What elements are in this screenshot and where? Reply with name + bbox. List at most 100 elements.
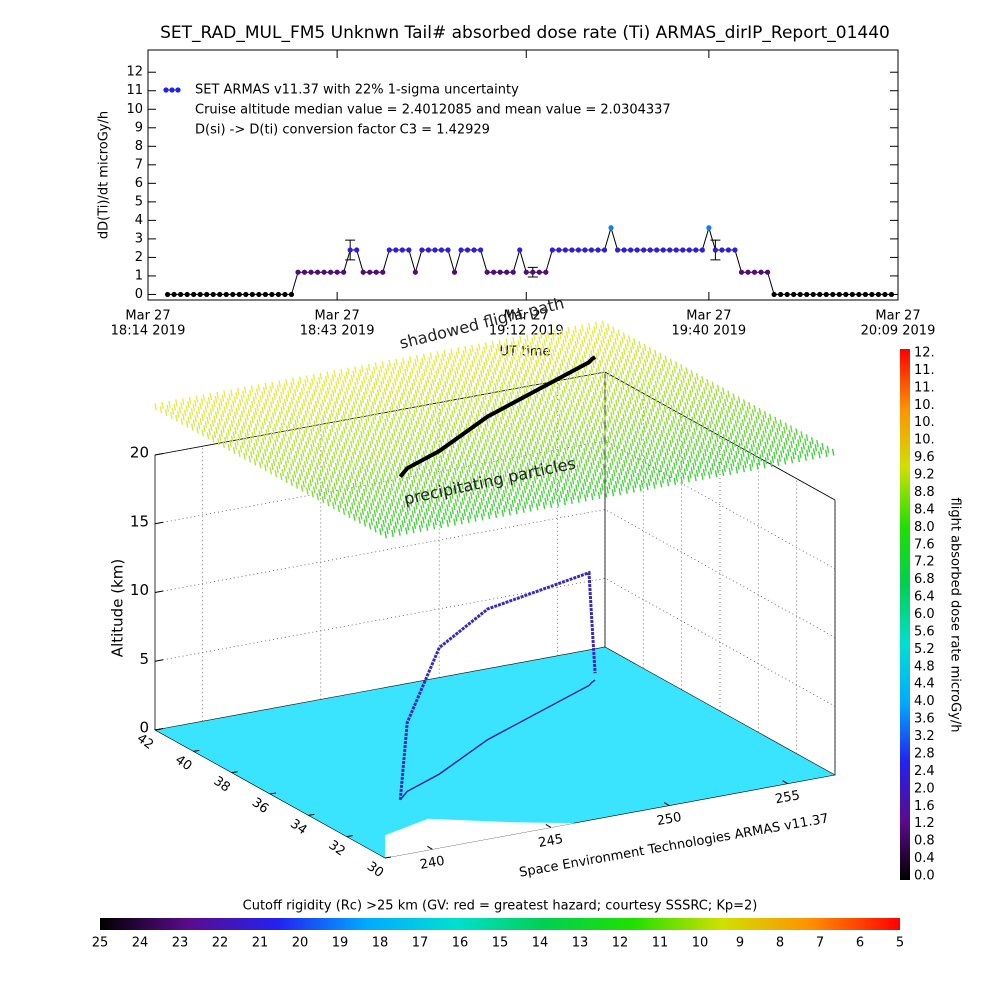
data-point bbox=[504, 269, 510, 275]
colorbar-tick-label: 3.2 bbox=[914, 729, 935, 744]
data-point bbox=[484, 269, 490, 275]
data-point bbox=[354, 247, 360, 253]
z-tick-label: 15 bbox=[130, 512, 149, 530]
data-point bbox=[595, 247, 601, 253]
y-tick bbox=[384, 856, 392, 859]
data-point bbox=[823, 291, 829, 298]
box-edge bbox=[604, 371, 836, 501]
data-point bbox=[282, 291, 288, 298]
colorbar-tick-label: 11. bbox=[914, 363, 935, 378]
data-point bbox=[764, 269, 771, 275]
x-tick-label: Mar 27 bbox=[315, 309, 360, 324]
colorbar-tick-label: 11 bbox=[652, 936, 669, 951]
legend-note: D(si) -> D(ti) conversion factor C3 = 1.… bbox=[195, 123, 490, 138]
grid-line bbox=[154, 577, 836, 707]
colorbar-tick-label: 2.0 bbox=[914, 781, 935, 796]
data-point bbox=[478, 247, 484, 253]
colorbar-tick-label: 17 bbox=[412, 936, 429, 951]
data-point bbox=[882, 291, 888, 298]
data-point bbox=[230, 291, 236, 298]
colorbar-tick-label: 9.6 bbox=[914, 450, 935, 465]
data-point bbox=[810, 291, 816, 298]
y-tick-label: 38 bbox=[211, 774, 233, 796]
colorbar-tick-label: 9 bbox=[736, 936, 744, 951]
x-tick bbox=[782, 780, 788, 785]
z-tick bbox=[154, 521, 164, 525]
z-tick-label: 5 bbox=[139, 650, 149, 668]
data-point bbox=[471, 247, 477, 253]
data-point bbox=[862, 291, 868, 298]
data-point bbox=[778, 291, 784, 298]
data-point bbox=[725, 247, 732, 253]
data-point bbox=[517, 247, 523, 253]
x-tick-label: 240 bbox=[419, 854, 446, 873]
legend-label: SET ARMAS v11.37 with 22% 1-sigma uncert… bbox=[195, 83, 519, 98]
z-tick bbox=[154, 659, 164, 662]
data-point bbox=[380, 269, 386, 275]
y-tick bbox=[269, 792, 277, 795]
y-tick bbox=[154, 728, 162, 731]
data-point bbox=[491, 269, 497, 275]
data-point bbox=[275, 291, 282, 298]
colorbar-tick-label: 5 bbox=[896, 936, 904, 951]
colorbar-tick-label: 6.4 bbox=[914, 590, 935, 605]
colorbar-tick-label: 4.8 bbox=[914, 659, 935, 674]
colorbar-tick-label: 23 bbox=[172, 936, 189, 951]
colorbar-tick-label: 9.2 bbox=[914, 468, 935, 483]
y-tick-label: 2 bbox=[135, 250, 143, 265]
data-point bbox=[328, 269, 334, 275]
data-point bbox=[791, 291, 797, 298]
z-tick bbox=[154, 590, 164, 593]
data-point bbox=[673, 247, 679, 253]
y-tick-label: 36 bbox=[249, 795, 271, 817]
data-point bbox=[575, 247, 582, 253]
data-point bbox=[360, 269, 366, 275]
y-tick-label: 1 bbox=[135, 268, 143, 283]
colorbar-tick-label: 4.4 bbox=[914, 677, 935, 692]
colorbar-tick-label: 12. bbox=[914, 346, 935, 361]
data-point bbox=[817, 291, 823, 298]
colorbar-tick-label: 2.4 bbox=[914, 764, 935, 779]
colorbar-tick-label: 4.0 bbox=[914, 694, 935, 709]
y-tick bbox=[346, 835, 353, 838]
data-point bbox=[164, 291, 171, 298]
data-point bbox=[634, 247, 640, 253]
y-tick-label: 30 bbox=[364, 859, 386, 881]
data-point bbox=[171, 291, 177, 298]
colorbar-tick-label: 5.2 bbox=[914, 642, 935, 657]
plot-frame bbox=[147, 49, 899, 301]
data-point bbox=[654, 247, 660, 253]
y-tick bbox=[231, 771, 238, 774]
grid-line bbox=[154, 440, 836, 570]
data-point bbox=[530, 269, 536, 275]
colorbar-tick-label: 11. bbox=[914, 380, 935, 395]
data-point bbox=[797, 291, 803, 298]
colorbar-tick-label: 25 bbox=[92, 936, 109, 951]
data-point bbox=[804, 291, 810, 298]
data-point bbox=[249, 291, 255, 298]
colorbar-tick-label: 3.6 bbox=[914, 712, 935, 727]
flight-track bbox=[398, 570, 597, 800]
colorbar-tick-label: 10. bbox=[914, 398, 935, 413]
y-tick-label: 10 bbox=[126, 102, 143, 117]
data-point bbox=[184, 291, 190, 298]
data-point bbox=[243, 291, 249, 298]
data-point bbox=[438, 247, 445, 253]
colorbar-tick-label: 0.4 bbox=[914, 851, 935, 866]
data-point bbox=[712, 247, 718, 253]
data-point bbox=[236, 291, 242, 298]
series-line bbox=[167, 226, 892, 295]
y-axis-label: dD(Ti)/dt microGy/h bbox=[97, 111, 112, 239]
colorbar-tick-label: 7.6 bbox=[914, 537, 935, 552]
x-tick-label: 18:43 2019 bbox=[300, 324, 375, 339]
colorbar-tick-label: 10 bbox=[692, 936, 709, 951]
legend-marker bbox=[175, 87, 181, 93]
x-tick-label: Mar 27 bbox=[125, 309, 170, 324]
data-point bbox=[693, 247, 699, 253]
data-point bbox=[745, 269, 751, 275]
data-point bbox=[588, 247, 595, 253]
colorbar-tick-label: 6.8 bbox=[914, 572, 935, 587]
data-point bbox=[308, 269, 314, 275]
data-point bbox=[732, 247, 738, 253]
data-point bbox=[497, 269, 503, 275]
